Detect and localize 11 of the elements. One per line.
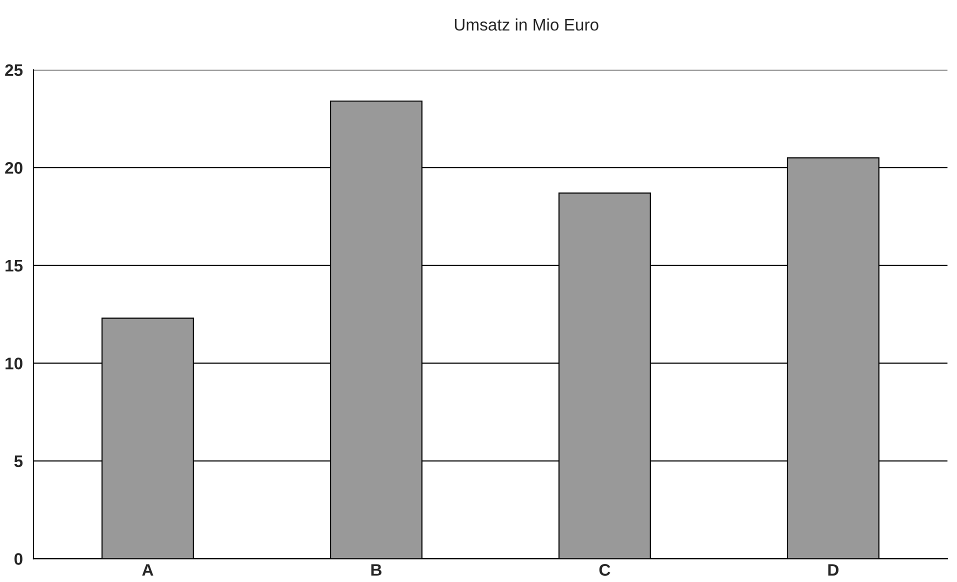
y-tick-label: 5 (14, 456, 23, 468)
x-tick-label: D (828, 564, 839, 576)
y-tick-label: 10 (6, 358, 22, 370)
y-tick-label: 25 (5, 64, 23, 76)
y-tick-label: 20 (5, 162, 22, 174)
y-tick-label: 15 (6, 260, 23, 272)
x-tick-label: C (599, 564, 610, 576)
x-tick-label: A (142, 564, 154, 576)
chart-title: Umsatz in Mio Euro (454, 18, 598, 31)
x-tick-label: B (371, 564, 382, 576)
y-tick-label: 0 (14, 553, 22, 565)
